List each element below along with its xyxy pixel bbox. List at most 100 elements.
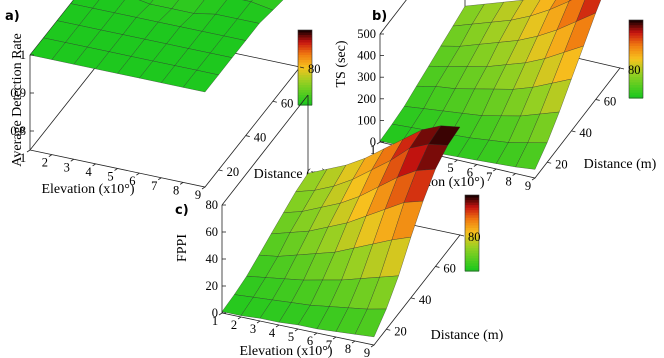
z-tick-label: 500 <box>357 27 376 41</box>
colorbar-segment <box>298 32 312 36</box>
x-tick <box>370 344 375 348</box>
colorbar-segment <box>298 75 312 79</box>
y-tick <box>245 135 250 137</box>
x-tick <box>70 158 74 162</box>
colorbar-segment <box>465 217 479 221</box>
y-tick-label: 20 <box>227 165 240 179</box>
x-tick-label: 6 <box>129 174 135 188</box>
colorbar-segment <box>298 30 312 34</box>
z-tick-label: 0.9 <box>10 86 26 100</box>
colorbar-segment <box>298 80 312 84</box>
x-tick-label: 5 <box>288 330 294 344</box>
colorbar-segment <box>465 200 479 204</box>
panel-c-label: c) <box>175 203 189 218</box>
colorbar-frame <box>464 194 480 272</box>
colorbar-segment <box>298 37 312 41</box>
colorbar-segment <box>298 72 312 76</box>
y-tick <box>571 130 576 133</box>
colorbar-segment <box>298 50 312 54</box>
x-tick <box>493 168 497 172</box>
colorbar-segment <box>298 60 312 64</box>
panel-a-x-axis-label: Elevation (x10°) <box>41 182 134 197</box>
colorbar-segment <box>629 38 643 42</box>
colorbar-segment <box>465 265 479 270</box>
x-tick <box>114 168 118 171</box>
colorbar-segment <box>298 57 312 61</box>
colorbar-segment <box>298 87 312 91</box>
colorbar-segment <box>629 48 643 52</box>
panel-c-ticks: 1 2 3 4 5 6 7 8 9 20 40 60 80 0 20 40 60 80 <box>206 198 481 358</box>
y-tick-label: 40 <box>254 131 267 145</box>
colorbar-segment <box>465 212 479 216</box>
x-tick <box>531 177 536 181</box>
panel-c-z-axis-label: FPPI <box>175 234 190 262</box>
colorbar-segment <box>298 90 312 94</box>
y-tick-label: 60 <box>443 261 456 275</box>
x-tick-label: 9 <box>195 188 201 202</box>
x-tick-label: 8 <box>345 342 351 356</box>
colorbar-segment <box>629 22 643 26</box>
x-tick-label: 1 <box>212 314 218 328</box>
x-tick-label: 5 <box>107 170 113 184</box>
colorbar-segment <box>298 77 312 81</box>
x-tick <box>313 332 318 336</box>
x-tick <box>136 172 140 176</box>
colorbar-segment <box>298 35 312 39</box>
colorbar-segment <box>629 61 643 65</box>
panel-b-label: b) <box>372 9 387 24</box>
x-tick-label: 4 <box>86 165 93 179</box>
y-tick <box>595 99 600 101</box>
y-tick <box>299 66 305 69</box>
colorbar-segment <box>465 238 479 242</box>
x-tick-label: 6 <box>307 334 313 348</box>
x-tick <box>512 173 516 176</box>
panel-b-z-axis-label: TS (sec) <box>334 40 349 87</box>
y-tick-label: 60 <box>604 94 617 108</box>
x-tick-label: 2 <box>231 318 237 332</box>
z-tick-label: 20 <box>206 279 219 293</box>
y-tick-label: 60 <box>281 96 294 110</box>
colorbar-frame <box>628 19 644 99</box>
colorbar-segment <box>629 56 643 60</box>
y-tick <box>386 328 391 331</box>
x-tick <box>218 312 223 316</box>
y-tick <box>410 297 415 300</box>
colorbar-segment <box>298 47 312 51</box>
x-tick <box>48 154 53 157</box>
x-tick <box>256 320 261 324</box>
z-tick-label: 1 <box>20 48 26 62</box>
colorbar-segment <box>298 45 312 49</box>
z-tick-label: 60 <box>206 225 219 239</box>
x-tick-label: 1 <box>20 151 26 165</box>
colorbar-segment <box>629 33 643 37</box>
y-tick <box>435 266 440 268</box>
colorbar-segment <box>465 195 479 199</box>
x-tick <box>294 328 299 332</box>
panel-a-z-axis-label: Average Detection Rate <box>10 33 25 166</box>
colorbar-segment <box>465 253 479 257</box>
colorbar-segment <box>629 87 643 91</box>
panel-a-surface <box>29 0 284 93</box>
colorbar-segment <box>465 225 479 229</box>
colorbar-segment <box>629 59 643 63</box>
panel-a-colorbar <box>297 29 313 106</box>
colorbar-segment <box>629 43 643 47</box>
colorbar-segment <box>465 197 479 201</box>
panel-c-surface <box>221 125 461 338</box>
colorbar-segment <box>465 227 479 232</box>
x-tick <box>158 177 162 181</box>
colorbar-segment <box>465 255 479 259</box>
x-tick-label: 7 <box>486 170 492 184</box>
colorbar-segment <box>298 102 312 106</box>
colorbar-segment <box>629 40 643 44</box>
panel-a-ticks: 1 2 3 4 5 6 7 8 9 20 40 60 80 0.8 0.9 1 <box>10 48 320 202</box>
x-tick <box>454 159 458 163</box>
x-tick-label: 3 <box>250 322 256 336</box>
colorbar-segment <box>629 69 643 73</box>
colorbar-segment <box>629 72 643 76</box>
x-tick <box>376 141 381 145</box>
y-tick-label: 80 <box>628 63 641 77</box>
colorbar-segment <box>298 100 312 104</box>
panel-c-y-axis-label: Distance (m) <box>431 328 504 343</box>
